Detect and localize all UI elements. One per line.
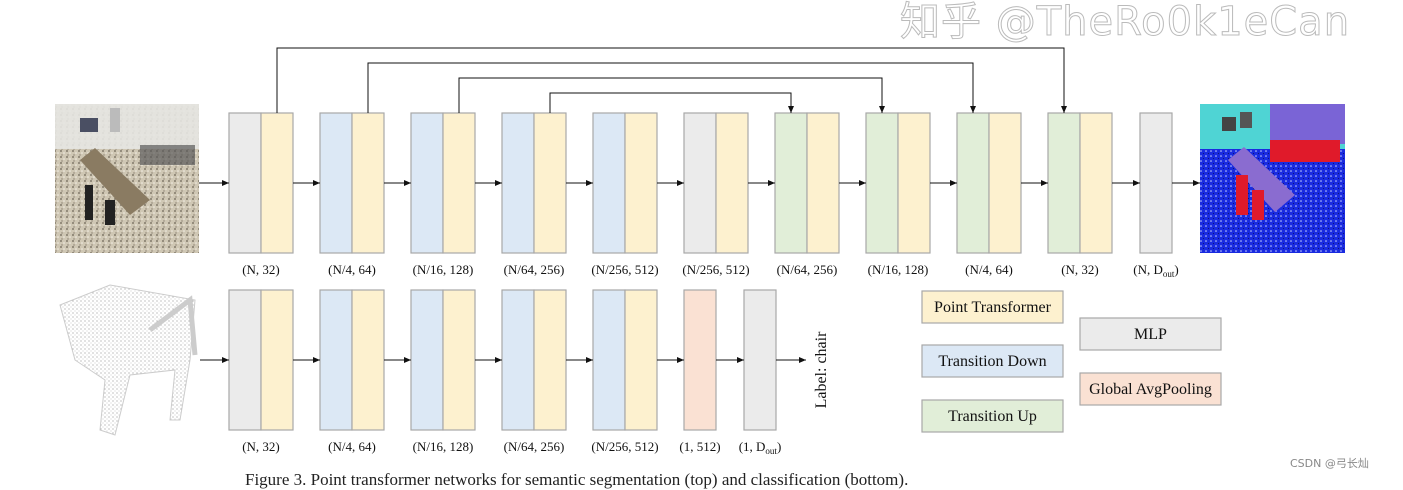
stage-block-7: (N/16, 128) bbox=[865, 112, 931, 277]
input-chair-image bbox=[59, 284, 198, 436]
stage-block-1: (N/4, 64) bbox=[319, 289, 385, 454]
legend-swatch bbox=[921, 399, 1064, 433]
input-scene-image bbox=[55, 104, 199, 253]
output-class-label: Label: chair bbox=[813, 331, 830, 409]
point-transformer-block bbox=[624, 289, 658, 431]
zhihu-watermark: 知乎 @TheRo0k1eCan bbox=[899, 0, 1351, 45]
mlp-block bbox=[743, 289, 777, 431]
stage-shape-label: (N/256, 512) bbox=[591, 439, 658, 454]
stage-shape-label: (N, 32) bbox=[1061, 262, 1099, 277]
legend-swatch bbox=[1079, 317, 1222, 351]
mlp-block bbox=[228, 289, 262, 431]
figure-caption: Figure 3. Point transformer networks for… bbox=[245, 470, 909, 489]
stage-block-5: (N/256, 512) bbox=[682, 112, 750, 277]
point-transformer-block bbox=[715, 112, 749, 254]
transition-down-block bbox=[592, 112, 626, 254]
skip-connection-arrow bbox=[367, 62, 976, 113]
stage-shape-label: (N/4, 64) bbox=[328, 262, 376, 277]
stage-block-2: (N/16, 128) bbox=[410, 112, 476, 277]
transition-down-block bbox=[501, 112, 535, 254]
legend-label: Global AvgPooling bbox=[1089, 381, 1212, 398]
point-transformer-block bbox=[442, 112, 476, 254]
stage-block-5: (1, 512) bbox=[679, 289, 721, 454]
mlp-block bbox=[228, 112, 262, 254]
point-transformer-block bbox=[806, 112, 840, 254]
point-transformer-block bbox=[988, 112, 1022, 254]
legend-swatch bbox=[921, 290, 1064, 324]
stage-shape-label: (N/64, 256) bbox=[504, 439, 565, 454]
transition-up-block bbox=[865, 112, 899, 254]
stage-block-6: (1, Dout) bbox=[739, 289, 782, 456]
stage-shape-label: (N, Dout) bbox=[1133, 262, 1178, 279]
stage-shape-label: (N/16, 128) bbox=[413, 439, 474, 454]
csdn-watermark: CSDN @弓长灿 bbox=[1290, 457, 1369, 470]
legend-item-global-avgpooling: Global AvgPooling bbox=[1079, 372, 1222, 406]
skip-connection-arrow bbox=[549, 92, 794, 113]
transition-up-block bbox=[956, 112, 990, 254]
transition-down-block bbox=[410, 112, 444, 254]
stage-shape-label: (1, 512) bbox=[679, 439, 720, 454]
point-transformer-block bbox=[1079, 112, 1113, 254]
transition-down-block bbox=[319, 112, 353, 254]
output-segmentation-image bbox=[1200, 104, 1345, 253]
point-transformer-block bbox=[260, 112, 294, 254]
legend-label: Transition Down bbox=[938, 353, 1046, 370]
transition-up-block bbox=[1047, 112, 1081, 254]
stage-block-0: (N, 32) bbox=[228, 112, 294, 277]
legend-item-transition-up: Transition Up bbox=[921, 399, 1064, 433]
point-transformer-architecture-diagram: (N, 32) (N/4, 64) (N/16, 128) (N/64, 256) (N… bbox=[55, 47, 1345, 456]
point-transformer-block bbox=[260, 289, 294, 431]
stage-block-3: (N/64, 256) bbox=[501, 112, 567, 277]
stage-block-2: (N/16, 128) bbox=[410, 289, 476, 454]
stage-block-0: (N, 32) bbox=[228, 289, 294, 454]
transition-down-block bbox=[501, 289, 535, 431]
point-transformer-block bbox=[351, 112, 385, 254]
stage-shape-label: (N/16, 128) bbox=[413, 262, 474, 277]
stage-shape-label: (N/16, 128) bbox=[868, 262, 929, 277]
skip-connection-arrow bbox=[458, 77, 885, 113]
global-avgpooling-block bbox=[683, 289, 717, 431]
mlp-block bbox=[1139, 112, 1173, 254]
legend-label: Transition Up bbox=[948, 408, 1037, 425]
transition-down-block bbox=[319, 289, 353, 431]
transition-up-block bbox=[774, 112, 808, 254]
stage-shape-label: (1, Dout) bbox=[739, 439, 782, 456]
stage-shape-label: (N/64, 256) bbox=[777, 262, 838, 277]
stage-block-4: (N/256, 512) bbox=[591, 112, 659, 277]
stage-shape-label: (N/4, 64) bbox=[328, 439, 376, 454]
stage-shape-label: (N, 32) bbox=[242, 262, 280, 277]
mlp-block bbox=[683, 112, 717, 254]
legend-swatch bbox=[1079, 372, 1222, 406]
transition-down-block bbox=[410, 289, 444, 431]
legend-item-mlp: MLP bbox=[1079, 317, 1222, 351]
legend-label: Point Transformer bbox=[934, 299, 1052, 316]
stage-shape-label: (N/256, 512) bbox=[591, 262, 658, 277]
stage-shape-label: (N/4, 64) bbox=[965, 262, 1013, 277]
transition-down-block bbox=[592, 289, 626, 431]
stage-shape-label: (N, 32) bbox=[242, 439, 280, 454]
skip-connection-arrow bbox=[276, 47, 1067, 113]
point-transformer-block bbox=[351, 289, 385, 431]
point-transformer-block bbox=[442, 289, 476, 431]
stage-shape-label: (N/64, 256) bbox=[504, 262, 565, 277]
stage-block-4: (N/256, 512) bbox=[591, 289, 659, 454]
stage-block-3: (N/64, 256) bbox=[501, 289, 567, 454]
legend-label: MLP bbox=[1134, 326, 1167, 343]
stage-block-10: (N, Dout) bbox=[1133, 112, 1179, 279]
point-transformer-block bbox=[897, 112, 931, 254]
stage-shape-label: (N/256, 512) bbox=[682, 262, 749, 277]
legend-item-point-transformer: Point Transformer bbox=[921, 290, 1064, 324]
stage-block-9: (N, 32) bbox=[1047, 112, 1113, 277]
legend-item-transition-down: Transition Down bbox=[921, 344, 1064, 378]
point-transformer-block bbox=[533, 112, 567, 254]
point-transformer-block bbox=[624, 112, 658, 254]
stage-block-6: (N/64, 256) bbox=[774, 112, 840, 277]
stage-block-8: (N/4, 64) bbox=[956, 112, 1022, 277]
point-transformer-block bbox=[533, 289, 567, 431]
stage-block-1: (N/4, 64) bbox=[319, 112, 385, 277]
legend-swatch bbox=[921, 344, 1064, 378]
